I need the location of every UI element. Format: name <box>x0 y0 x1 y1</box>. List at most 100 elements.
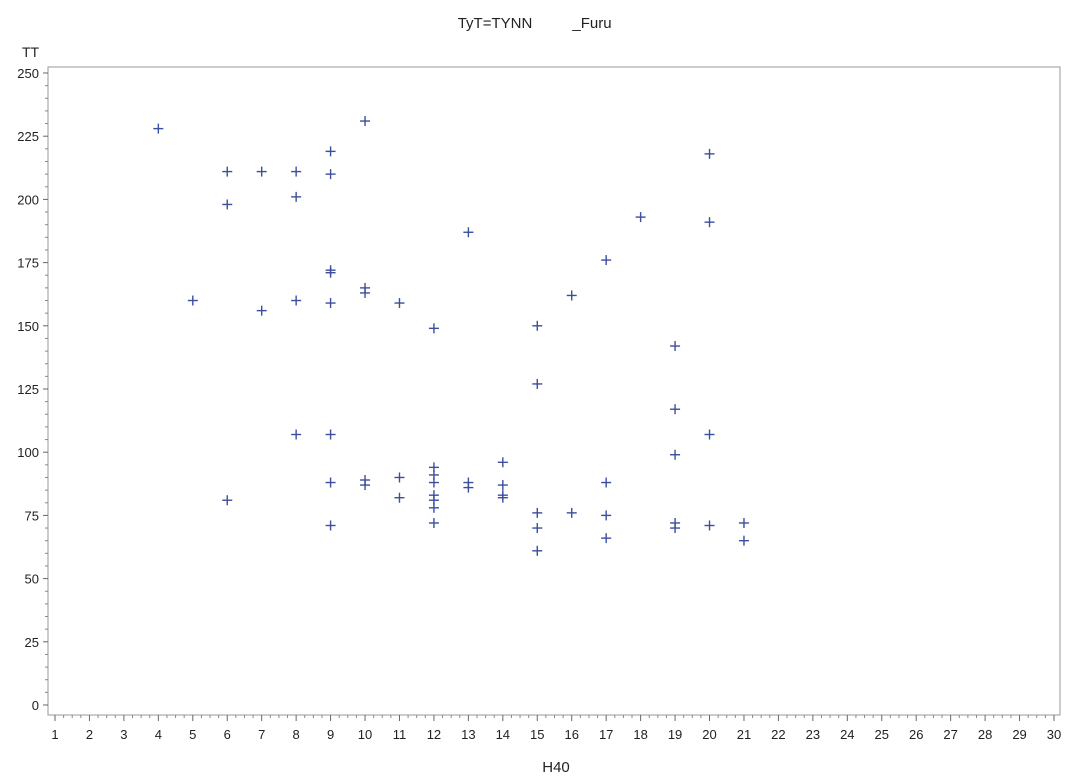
data-point <box>738 535 749 546</box>
x-tick-label: 3 <box>120 727 127 742</box>
y-axis-ticks: 0 25 50 75 100 125 150 175 200 225 250 <box>17 66 48 713</box>
data-point <box>325 520 336 531</box>
y-tick-label: 200 <box>17 192 39 207</box>
data-point <box>256 166 267 177</box>
data-point <box>394 298 405 309</box>
x-tick-label: 11 <box>393 727 407 742</box>
data-point <box>635 212 646 223</box>
x-tick-label: 22 <box>771 727 785 742</box>
data-point <box>532 545 543 556</box>
data-point <box>325 267 336 278</box>
data-point <box>291 429 302 440</box>
data-point <box>738 517 749 528</box>
data-point <box>566 507 577 518</box>
x-tick-label: 28 <box>978 727 992 742</box>
x-tick-label: 24 <box>840 727 854 742</box>
x-tick-label: 30 <box>1047 727 1061 742</box>
data-point <box>704 148 715 159</box>
data-point <box>325 477 336 488</box>
y-tick-label: 250 <box>17 66 39 81</box>
x-tick-label: 16 <box>564 727 578 742</box>
data-point <box>497 457 508 468</box>
data-point <box>222 166 233 177</box>
data-point <box>187 295 198 306</box>
x-tick-label: 15 <box>530 727 544 742</box>
x-tick-label: 25 <box>875 727 889 742</box>
data-point <box>360 116 371 127</box>
data-point <box>291 191 302 202</box>
x-tick-label: 21 <box>737 727 751 742</box>
data-point <box>428 323 439 334</box>
x-tick-label: 19 <box>668 727 682 742</box>
data-point <box>670 449 681 460</box>
data-points <box>153 116 749 556</box>
data-point <box>463 482 474 493</box>
y-tick-label: 50 <box>25 572 39 587</box>
y-tick-label: 225 <box>17 129 39 144</box>
x-tick-label: 1 <box>51 727 58 742</box>
x-tick-label: 13 <box>461 727 475 742</box>
data-point <box>497 480 508 491</box>
x-tick-label: 12 <box>427 727 441 742</box>
data-point <box>325 169 336 180</box>
data-point <box>532 523 543 534</box>
y-tick-label: 100 <box>17 445 39 460</box>
chart-title-part1: TyT=TYNN <box>458 15 533 32</box>
x-tick-label: 20 <box>702 727 716 742</box>
y-tick-label: 25 <box>25 635 39 650</box>
data-point <box>394 492 405 503</box>
x-tick-label: 26 <box>909 727 923 742</box>
data-point <box>497 492 508 503</box>
data-point <box>360 480 371 491</box>
x-tick-label: 8 <box>293 727 300 742</box>
x-tick-label: 9 <box>327 727 334 742</box>
data-point <box>704 217 715 228</box>
data-point <box>325 298 336 309</box>
data-point <box>428 477 439 488</box>
x-tick-label: 4 <box>155 727 162 742</box>
data-point <box>532 507 543 518</box>
x-tick-label: 18 <box>633 727 647 742</box>
data-point <box>463 227 474 238</box>
data-point <box>566 290 577 301</box>
y-tick-label: 75 <box>25 508 39 523</box>
data-point <box>670 404 681 415</box>
data-point <box>428 517 439 528</box>
x-axis-label: H40 <box>542 759 570 776</box>
x-tick-label: 10 <box>358 727 372 742</box>
chart-title-part2: _Furu <box>571 15 611 32</box>
y-tick-label: 0 <box>32 698 39 713</box>
data-point <box>532 320 543 331</box>
x-tick-label: 29 <box>1012 727 1026 742</box>
data-point <box>601 255 612 266</box>
data-point <box>291 295 302 306</box>
x-tick-label: 27 <box>943 727 957 742</box>
x-axis-ticks: 1 2 3 4 5 6 7 8 9 10 11 12 13 14 15 16 17 18 19 20 21 22 23 24 2… <box>51 715 1061 742</box>
data-point <box>601 477 612 488</box>
data-point <box>670 523 681 534</box>
data-point <box>670 341 681 352</box>
data-point <box>325 146 336 157</box>
x-tick-label: 17 <box>599 727 613 742</box>
x-tick-label: 23 <box>806 727 820 742</box>
data-point <box>291 166 302 177</box>
data-point <box>704 520 715 531</box>
data-point <box>428 502 439 513</box>
data-point <box>704 429 715 440</box>
x-tick-label: 7 <box>258 727 265 742</box>
x-tick-label: 6 <box>224 727 231 742</box>
data-point <box>153 123 164 134</box>
data-point <box>360 287 371 298</box>
y-tick-label: 175 <box>17 256 39 271</box>
data-point <box>222 199 233 210</box>
data-point <box>532 378 543 389</box>
data-point <box>222 495 233 506</box>
plot-area-frame <box>47 66 1061 716</box>
x-tick-label: 14 <box>496 727 510 742</box>
data-point <box>601 510 612 521</box>
data-point <box>601 533 612 544</box>
x-tick-label: 2 <box>86 727 93 742</box>
data-point <box>256 305 267 316</box>
y-tick-label: 125 <box>17 382 39 397</box>
